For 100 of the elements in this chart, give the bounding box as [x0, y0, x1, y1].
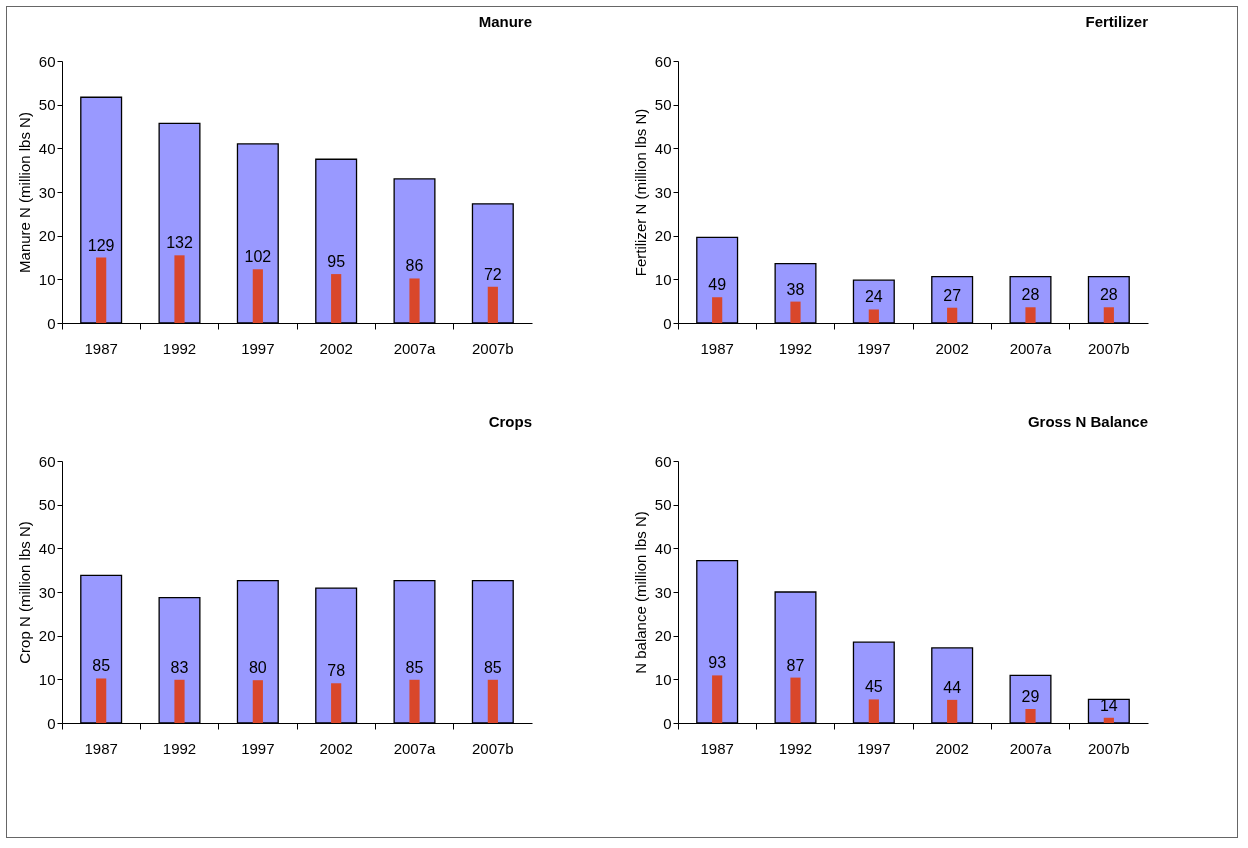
x-tick-label: 1997 [857, 339, 891, 357]
bar [1025, 307, 1036, 323]
bar [712, 297, 723, 323]
annotation: 86 [405, 257, 424, 275]
x-tick-label: 1992 [778, 339, 813, 357]
x-tick-label: 1987 [700, 339, 734, 357]
annotation: 72 [483, 265, 502, 283]
annotation: 93 [708, 654, 727, 672]
y-tick-label: 60 [38, 452, 56, 470]
y-tick-label: 30 [654, 183, 672, 201]
y-tick-label: 40 [38, 139, 56, 157]
y-axis-title: Fertilizer N (million lbs N) [631, 108, 649, 277]
x-tick-label: 2007a [1009, 339, 1053, 357]
x-tick-label: 1987 [84, 739, 118, 757]
annotation: 45 [864, 678, 883, 696]
x-tick-label: 1992 [162, 339, 197, 357]
y-tick-label: 20 [654, 627, 672, 645]
y-tick-label: 50 [654, 96, 672, 114]
x-tick-label: 2007b [471, 739, 514, 757]
annotation: 27 [943, 286, 962, 304]
y-tick-label: 20 [38, 627, 56, 645]
bar [947, 307, 958, 323]
x-tick-label: 1992 [778, 739, 813, 757]
bar [409, 679, 420, 723]
x-tick-label: 1987 [700, 739, 734, 757]
x-tick-label: 2007b [471, 339, 514, 357]
y-tick-label: 60 [654, 52, 672, 70]
bar [712, 675, 723, 723]
bar [96, 678, 107, 723]
annotation: 129 [87, 236, 115, 254]
y-tick-label: 30 [38, 183, 56, 201]
y-tick-label: 60 [38, 52, 56, 70]
annotation: 78 [327, 662, 346, 680]
bar [1103, 307, 1114, 323]
bar [409, 278, 420, 323]
bar [868, 699, 879, 723]
annotation: 28 [1099, 286, 1118, 304]
x-tick-label: 2007a [1009, 739, 1053, 757]
y-tick-label: 60 [654, 452, 672, 470]
annotation: 95 [327, 253, 346, 271]
annotation: 85 [405, 658, 424, 676]
y-tick-label: 10 [38, 670, 56, 688]
bar [487, 286, 498, 323]
annotation: 87 [786, 656, 805, 674]
bar [947, 699, 958, 723]
x-tick-label: 1992 [162, 739, 197, 757]
bar [96, 257, 107, 323]
annotation: 24 [864, 288, 883, 306]
y-tick-label: 10 [654, 670, 672, 688]
annotation: 44 [943, 678, 962, 696]
y-tick-label: 0 [663, 714, 672, 732]
bar [331, 274, 342, 323]
x-tick-label: 2007b [1087, 339, 1130, 357]
x-tick-label: 2007a [393, 339, 437, 357]
bar [331, 683, 342, 723]
y-tick-label: 0 [663, 314, 672, 332]
bar [174, 679, 185, 723]
y-tick-label: 40 [38, 539, 56, 557]
chart-title: Gross N Balance [1027, 413, 1148, 430]
y-tick-label: 0 [47, 314, 56, 332]
annotation: 80 [248, 659, 267, 677]
bar [174, 255, 185, 323]
annotation: 29 [1021, 688, 1040, 706]
bar [868, 309, 879, 323]
x-tick-label: 2007b [1087, 739, 1130, 757]
y-tick-label: 20 [654, 227, 672, 245]
x-tick-label: 1997 [241, 739, 275, 757]
y-axis-title: N balance (million lbs N) [631, 511, 649, 674]
y-tick-label: 50 [38, 96, 56, 114]
y-tick-label: 40 [654, 139, 672, 157]
y-tick-label: 50 [654, 496, 672, 514]
y-tick-label: 10 [38, 270, 56, 288]
annotation: 83 [170, 658, 189, 676]
annotation: 85 [92, 657, 111, 675]
annotation: 38 [786, 280, 805, 298]
x-tick-label: 2002 [319, 339, 353, 357]
y-tick-label: 30 [654, 583, 672, 601]
bar [252, 680, 263, 723]
x-tick-label: 2002 [319, 739, 353, 757]
y-tick-label: 50 [38, 496, 56, 514]
annotation: 49 [708, 276, 727, 294]
x-tick-label: 1997 [241, 339, 275, 357]
y-tick-label: 30 [38, 583, 56, 601]
annotation: 102 [244, 248, 272, 266]
y-axis-title: Crop N (million lbs N) [15, 521, 33, 664]
x-tick-label: 2002 [935, 339, 969, 357]
x-tick-label: 1987 [84, 339, 118, 357]
annotation: 28 [1021, 286, 1040, 304]
x-tick-label: 2007a [393, 739, 437, 757]
bar [252, 269, 263, 323]
bar [1103, 717, 1114, 723]
bar [790, 301, 801, 323]
chart-title: Crops [488, 413, 532, 430]
y-tick-label: 10 [654, 270, 672, 288]
y-tick-label: 40 [654, 539, 672, 557]
y-tick-label: 0 [47, 714, 56, 732]
y-tick-label: 20 [38, 227, 56, 245]
chart-title: Manure [478, 13, 532, 30]
y-axis-title: Manure N (million lbs N) [15, 112, 33, 273]
bar [790, 677, 801, 723]
